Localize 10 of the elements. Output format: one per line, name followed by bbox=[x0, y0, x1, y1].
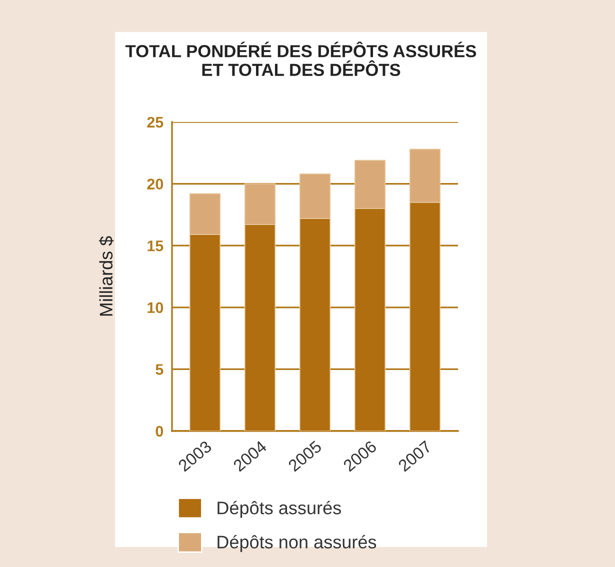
y-tick-label: 15 bbox=[148, 240, 164, 252]
y-tick-label: 5 bbox=[156, 364, 164, 375]
y-tick-label: 25 bbox=[147, 116, 164, 128]
y-tick-label: 20 bbox=[147, 178, 164, 190]
y-axis-title: Milliards $ bbox=[99, 236, 114, 316]
y-tick-label: 10 bbox=[148, 302, 164, 314]
legend-label: Dépôts non assurés bbox=[218, 534, 376, 552]
y-tick-label: 0 bbox=[156, 426, 164, 437]
legend-label: Dépôts assurés bbox=[218, 500, 341, 518]
chart-title: TOTAL PONDÉRÉ DES DÉPÔTS ASSURÉS ET TOTAL DES DÉPÔTS bbox=[125, 42, 476, 76]
